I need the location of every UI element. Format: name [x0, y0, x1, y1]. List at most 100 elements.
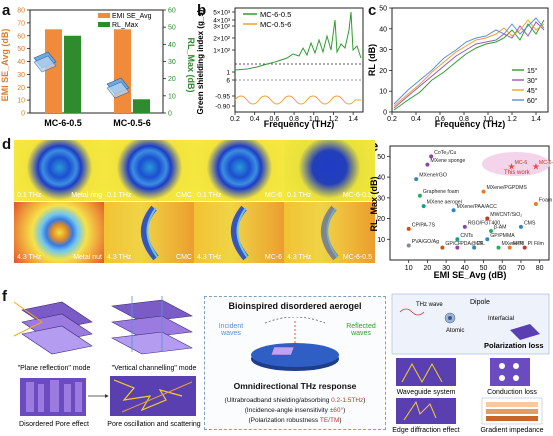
- panel-a-label: a: [2, 2, 11, 19]
- e-point-label: GP/PMMA: [490, 233, 515, 239]
- thermal-image-tile: 0.1 THz MC-6: [194, 140, 285, 201]
- panel-a-ylabel-right: RL_Max (dB): [186, 37, 195, 92]
- e-point-label: MXene sponge: [430, 158, 465, 164]
- tile-frequency-label: 0.1 THz: [107, 192, 132, 199]
- e-point-label: Foam: [539, 198, 552, 204]
- conduction-illustration: [490, 358, 530, 386]
- e-x-tick-label: 50: [480, 265, 488, 272]
- b-y-tick-label: 1×10²: [213, 48, 231, 55]
- e-point-label: MXene/PGPDMS: [487, 185, 528, 191]
- e-point-label: CoTe₂/Cu: [434, 150, 456, 156]
- e-point: [485, 237, 490, 242]
- response-title: Omnidirectional THz response: [233, 381, 357, 391]
- e-point-label: FPN: [513, 241, 524, 247]
- a-left-tick-label: 50: [17, 46, 25, 53]
- legend-label-rl: RL_Max: [112, 22, 139, 29]
- panel-c-label: c: [368, 2, 377, 19]
- legend-text-mc-6-0.5: MC-6-0.5: [260, 10, 291, 19]
- panel-d-label: d: [2, 136, 12, 153]
- panel-a-cat-1: MC-6-0.5: [44, 118, 82, 128]
- e-point-label: PIL: [477, 241, 485, 247]
- panel-d-image-grid: 0.1 THz Metal ring 0.1 THz CMC 0.1 THz MC-6 0.…: [14, 140, 375, 264]
- panel-b-xlabel: Frequency (THz): [264, 119, 335, 129]
- interfacial-label: Interfacial: [488, 316, 514, 322]
- e-y-tick-label: 20: [377, 216, 385, 223]
- thermal-image-tile: 4.3 THz Metal nut: [14, 202, 105, 263]
- e-point-label: MXene/PAA/ACC: [457, 204, 498, 210]
- aerogel-disc-illustration: [251, 317, 339, 371]
- bar-emi-se: [45, 29, 62, 113]
- b-x-tick-label: 0.4: [250, 116, 260, 123]
- e-point: [533, 202, 538, 207]
- legend-label-emi: EMI SE_Avg: [112, 13, 152, 20]
- e-point: [406, 226, 411, 231]
- panel-f-left-svg: "Plane reflection" mode "Vertical channe…: [13, 296, 201, 428]
- tile-frequency-label: 0.1 THz: [17, 192, 42, 199]
- a-left-tick-label: 10: [17, 98, 25, 105]
- e-x-tick-label: 70: [517, 265, 525, 272]
- tile-frequency-label: 4.3 THz: [197, 254, 222, 261]
- e-y-tick-label: 50: [377, 154, 385, 161]
- panel-a-cat-2: MC-0.5-6: [113, 118, 151, 128]
- panel-a-right-ticks: 0 10 20 30 40 50 60: [163, 8, 176, 118]
- pore-oscillation-illustration: [110, 376, 196, 416]
- thermal-image-tile: 4.3 THz MC-6: [194, 202, 285, 263]
- e-point: [496, 245, 501, 250]
- legend-60deg: 60°: [527, 97, 538, 105]
- panel-c-ylabel: RL (dB): [368, 44, 377, 76]
- c-y-tick-label: 30: [379, 47, 387, 54]
- series-line-45deg: [393, 19, 545, 107]
- e-y-tick-label: 40: [377, 175, 385, 182]
- this-work-label: This work: [504, 170, 531, 176]
- a-left-tick-label: 70: [17, 20, 25, 27]
- b-x-tick-label: 0.2: [230, 116, 240, 123]
- panel-f-left-schematic: "Plane reflection" mode "Vertical channe…: [12, 292, 202, 432]
- series-line-mc-6-0.5: [234, 11, 362, 71]
- b-y-tick-label: 5×10³: [213, 10, 231, 17]
- disordered-pore-label: Disordered Pore effect: [19, 421, 89, 428]
- b-x-tick-label: 0.8: [289, 116, 299, 123]
- incident-waves-label: Incident waves: [218, 323, 244, 337]
- a-right-tick-label: 20: [168, 76, 176, 83]
- e-point-label: β-AM: [494, 224, 507, 230]
- e-point: [507, 245, 512, 250]
- reflected-waves-label: Reflected waves: [346, 323, 376, 337]
- edge-diffraction-label: Edge diffraction effect: [392, 427, 460, 434]
- e-point: [440, 245, 445, 250]
- e-point-label: MC-6-0.5: [539, 160, 553, 166]
- e-point-label: MC-6: [515, 160, 528, 166]
- e-point: [414, 177, 419, 182]
- panel-a-chart: 0 10 20 30 40 50 60 70 80 0 10 20 30 40 50 60 EMI SE_A…: [0, 8, 195, 129]
- thermal-image-tile: 0.1 THz MC-6-0.5: [284, 140, 375, 201]
- series-line-30deg: [393, 21, 545, 109]
- a-left-tick-label: 80: [17, 8, 25, 15]
- a-left-tick-label: 60: [17, 33, 25, 40]
- e-point-star: ★: [532, 162, 540, 172]
- panel-b-label: b: [197, 2, 207, 19]
- panel-b-ylabel: Green shielding index (g_s): [196, 9, 205, 114]
- e-point: [417, 193, 422, 198]
- plane-reflection-illustration: [13, 301, 93, 355]
- disordered-pore-illustration: [20, 378, 86, 416]
- vertical-channelling-illustration: [111, 296, 193, 355]
- panel-e-chart: 10 20 30 40 50 10 20 30 40 50 60 70 80 CoTe₂/Cu MXen…: [369, 145, 553, 280]
- series-line-mc-0.5-6: [234, 95, 361, 105]
- e-point: [518, 224, 523, 229]
- e-x-tick-label: 10: [405, 265, 413, 272]
- c-x-tick-label: 0.8: [459, 116, 469, 123]
- b-y-tick-label: -0.95: [215, 94, 230, 101]
- panel-c-chart: 0 10 20 30 40 50 0.2 0.4 0.6 0.8 1.0 1.2 1.4 15° 30…: [368, 6, 549, 129]
- bar-rl: [133, 99, 150, 113]
- tile-frequency-label: 0.1 THz: [197, 192, 222, 199]
- legend-swatch-emi: [98, 13, 110, 18]
- tile-frequency-label: 4.3 THz: [287, 254, 312, 261]
- a-left-tick-label: 0: [21, 111, 25, 118]
- b-x-tick-label: 1.2: [329, 116, 339, 123]
- b-y-tick-label: 2×10²: [213, 36, 231, 43]
- b-y-tick-label: 3×10²: [213, 24, 231, 31]
- b-x-tick-label: 0.6: [270, 116, 280, 123]
- e-point-label: MXene/rGO: [419, 173, 447, 179]
- e-point: [489, 228, 494, 233]
